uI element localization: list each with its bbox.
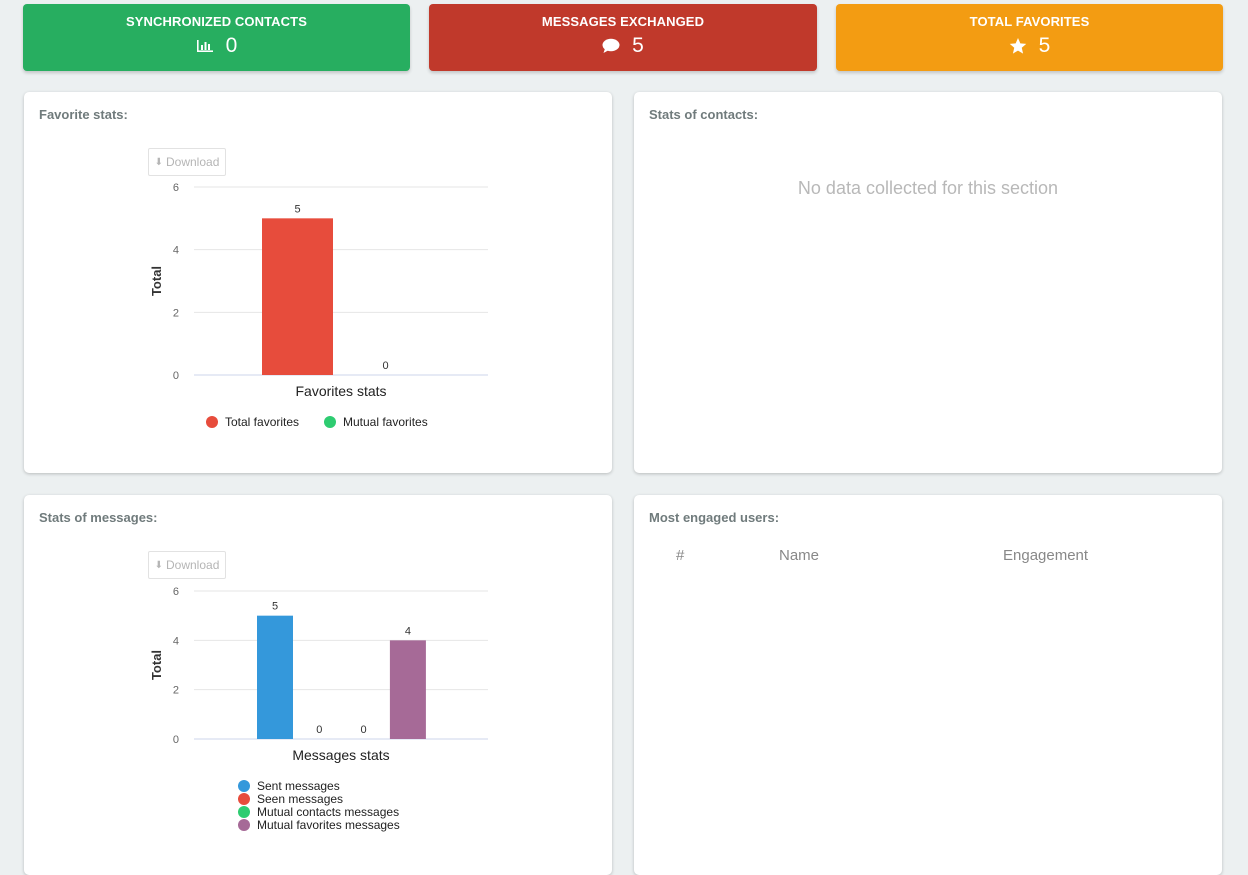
empty-state-text: No data collected for this section [797, 178, 1059, 198]
stat-card-value: 5 [632, 34, 644, 57]
bar-chart-icon [196, 37, 214, 55]
download-icon: ⬇ [154, 156, 163, 168]
legend-marker [324, 416, 336, 428]
panel-title: Favorite stats: [39, 107, 128, 122]
stat-card-title: TOTAL FAVORITES [969, 14, 1090, 29]
y-tick-label: 0 [173, 734, 179, 746]
y-tick-label: 6 [173, 182, 179, 194]
download-button[interactable]: ⬇ Download [148, 551, 226, 579]
panel-title: Stats of contacts: [649, 107, 759, 122]
data-label: 5 [294, 203, 300, 215]
legend-marker [206, 416, 218, 428]
bar [257, 615, 293, 739]
contacts-stats-panel: Stats of contacts: No data collected for… [634, 92, 1222, 473]
stat-card-messages-exchanged: MESSAGES EXCHANGED 5 [429, 4, 817, 71]
panel-title: Stats of messages: [39, 510, 158, 525]
legend-item: Mutual contacts messages [257, 805, 399, 819]
messages-stats-panel: Stats of messages: ⬇ Download 0 2 4 6 Total 5… [24, 495, 612, 875]
favorite-stats-panel: Favorite stats: ⬇ Download 0 2 4 6 Total 5 0 Fa… [24, 92, 612, 473]
y-tick-label: 2 [173, 685, 179, 697]
y-tick-label: 0 [173, 370, 179, 382]
legend-marker [238, 793, 250, 805]
column-header-engagement[interactable]: Engagement [1003, 547, 1089, 564]
y-tick-label: 2 [173, 307, 179, 319]
y-tick-label: 4 [173, 635, 179, 647]
stat-card-synchronized-contacts: SYNCHRONIZED CONTACTS 0 [23, 4, 410, 71]
y-tick-label: 6 [173, 586, 179, 598]
x-axis-title: Favorites stats [295, 383, 386, 399]
legend-item: Seen messages [257, 792, 343, 806]
bar [262, 218, 333, 375]
y-axis-title: Total [149, 650, 164, 680]
messages-bar-chart: 0 2 4 6 Total 5 0 0 4 Messages stats Sent messages… [149, 586, 488, 832]
legend-item: Sent messages [257, 779, 340, 793]
column-header-name[interactable]: Name [779, 547, 820, 564]
star-icon [1009, 37, 1027, 55]
legend-item: Total favorites [225, 415, 299, 429]
data-label: 0 [382, 360, 388, 372]
legend-item: Mutual favorites messages [257, 818, 400, 832]
favorites-bar-chart: 0 2 4 6 Total 5 0 Favorites stats Total favorite… [149, 182, 488, 429]
most-engaged-users-panel: Most engaged users: # Name Engagement [634, 495, 1222, 875]
stat-card-value: 0 [225, 34, 238, 57]
y-axis-title: Total [149, 266, 164, 296]
data-label: 0 [316, 724, 322, 736]
legend-marker [238, 780, 250, 792]
data-label: 5 [272, 601, 278, 613]
download-label: Download [166, 155, 220, 169]
comment-icon [602, 37, 620, 55]
legend-marker [238, 819, 250, 831]
column-header-rank[interactable]: # [676, 547, 685, 564]
panel-title: Most engaged users: [649, 510, 780, 525]
bar [389, 640, 426, 739]
download-label: Download [166, 558, 220, 572]
download-icon: ⬇ [154, 559, 163, 571]
data-label: 4 [405, 625, 411, 637]
stat-card-total-favorites: TOTAL FAVORITES 5 [836, 4, 1223, 71]
data-label: 0 [361, 724, 367, 736]
stat-card-title: MESSAGES EXCHANGED [541, 14, 705, 29]
stat-card-value: 5 [1038, 34, 1051, 57]
x-axis-title: Messages stats [292, 747, 389, 763]
legend-marker [238, 806, 250, 818]
y-tick-label: 4 [173, 245, 179, 257]
stat-card-title: SYNCHRONIZED CONTACTS [126, 14, 307, 29]
legend-item: Mutual favorites [343, 415, 428, 429]
download-button[interactable]: ⬇ Download [148, 148, 226, 176]
